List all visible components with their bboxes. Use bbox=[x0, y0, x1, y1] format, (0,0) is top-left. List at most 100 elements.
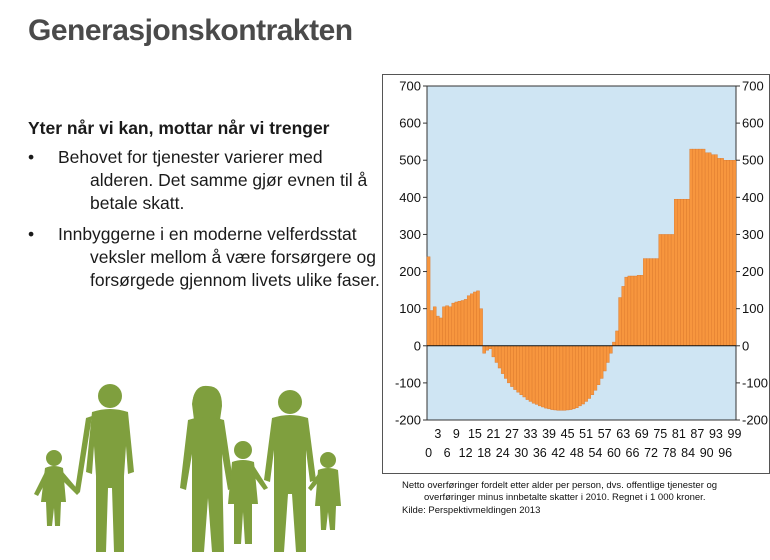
bar bbox=[541, 345, 545, 408]
y-tick-label-right: 700 bbox=[742, 79, 764, 94]
bar bbox=[429, 310, 434, 346]
x-tick-label: 63 bbox=[616, 427, 630, 441]
x-tick-label: 3 bbox=[434, 427, 441, 441]
x-tick-label: 81 bbox=[672, 427, 686, 441]
bar bbox=[448, 306, 452, 346]
bar bbox=[525, 345, 530, 400]
bar bbox=[643, 258, 647, 346]
y-tick-label-left: 200 bbox=[399, 264, 421, 279]
x-tick-label: 69 bbox=[635, 427, 649, 441]
bullet-item-2: • Innbyggerne i en moderne velferdsstat … bbox=[28, 223, 398, 292]
bar bbox=[562, 345, 567, 411]
bar bbox=[578, 345, 582, 407]
bar bbox=[646, 258, 650, 346]
bar bbox=[732, 160, 737, 346]
bar bbox=[451, 302, 456, 346]
bar bbox=[556, 345, 561, 411]
bar bbox=[473, 291, 477, 346]
y-tick-label-left: 300 bbox=[399, 227, 421, 242]
bar bbox=[664, 234, 669, 346]
x-tick-label: 96 bbox=[718, 446, 732, 460]
bar bbox=[670, 234, 675, 346]
bar bbox=[695, 148, 700, 346]
bar bbox=[476, 290, 480, 346]
bar bbox=[624, 276, 629, 346]
bar bbox=[445, 305, 449, 346]
bar bbox=[504, 345, 508, 379]
bullet-text: Behovet for tjenester varierer med bbox=[58, 147, 323, 167]
x-tick-label: 60 bbox=[607, 446, 621, 460]
x-tick-label: 24 bbox=[496, 446, 510, 460]
slide-subtitle: Yter når vi kan, mottar når vi trenger bbox=[28, 118, 330, 138]
y-tick-label-right: -200 bbox=[742, 413, 768, 428]
x-tick-label: 30 bbox=[514, 446, 528, 460]
bar bbox=[550, 345, 554, 410]
bar bbox=[432, 306, 437, 346]
y-tick-label-left: -100 bbox=[395, 375, 421, 390]
bar bbox=[661, 234, 666, 346]
bar bbox=[587, 345, 591, 399]
bar bbox=[689, 148, 693, 346]
bar bbox=[636, 275, 641, 346]
x-tick-label: 42 bbox=[551, 446, 565, 460]
x-tick-label: 39 bbox=[542, 427, 556, 441]
y-tick-label-right: 100 bbox=[742, 301, 764, 316]
bar bbox=[707, 152, 712, 346]
x-tick-label: 9 bbox=[453, 427, 460, 441]
bar bbox=[677, 198, 681, 346]
x-tick-label: 54 bbox=[588, 446, 602, 460]
bar bbox=[627, 275, 632, 346]
bar bbox=[584, 345, 588, 402]
bar bbox=[704, 152, 709, 346]
bar bbox=[463, 299, 468, 346]
x-tick-label: 87 bbox=[690, 427, 704, 441]
x-tick-label: 72 bbox=[644, 446, 658, 460]
bar bbox=[516, 345, 520, 393]
x-tick-label: 90 bbox=[700, 446, 714, 460]
x-tick-label: 21 bbox=[486, 427, 500, 441]
x-tick-label: 15 bbox=[468, 427, 482, 441]
bar bbox=[528, 345, 533, 402]
bar bbox=[729, 160, 734, 346]
y-tick-label-left: 700 bbox=[399, 79, 421, 94]
y-tick-label-right: 300 bbox=[742, 227, 764, 242]
x-tick-label: 33 bbox=[524, 427, 538, 441]
bar bbox=[698, 148, 703, 346]
bar bbox=[596, 345, 601, 385]
bar bbox=[590, 345, 595, 395]
bar bbox=[674, 198, 678, 346]
bar bbox=[519, 345, 523, 395]
bar bbox=[621, 286, 625, 346]
bar bbox=[720, 158, 724, 346]
bar bbox=[701, 148, 706, 346]
bar bbox=[534, 345, 539, 405]
x-tick-label: 6 bbox=[444, 446, 451, 460]
bar bbox=[485, 345, 489, 351]
bar bbox=[575, 345, 579, 408]
bar bbox=[538, 345, 542, 407]
bar bbox=[711, 154, 715, 346]
bar bbox=[482, 345, 486, 354]
net-transfers-chart: -200 -200 -100 -100 0 0 100 100 200 200 300 300 400 4… bbox=[382, 74, 770, 474]
y-tick-label-left: 600 bbox=[399, 116, 421, 131]
bar bbox=[547, 345, 551, 410]
x-tick-label: 75 bbox=[653, 427, 667, 441]
bar bbox=[658, 234, 663, 346]
bullet-text: betale skatt. bbox=[90, 193, 185, 213]
caption-line: overføringer minus innbetalte skatter i … bbox=[424, 492, 706, 503]
bar bbox=[442, 306, 446, 346]
x-tick-label: 18 bbox=[477, 446, 491, 460]
y-tick-label-right: 0 bbox=[742, 338, 749, 353]
bar bbox=[683, 198, 687, 346]
x-tick-label: 27 bbox=[505, 427, 519, 441]
y-tick-label-right: 200 bbox=[742, 264, 764, 279]
bar bbox=[531, 345, 536, 404]
bar bbox=[553, 345, 557, 411]
bullet-list: • Behovet for tjenester varierer med ald… bbox=[28, 146, 398, 300]
x-tick-label: 48 bbox=[570, 446, 584, 460]
slide-title: Generasjonskontrakten bbox=[28, 14, 353, 47]
bullet-text: alderen. Det samme gjør evnen til å bbox=[90, 170, 368, 190]
bar bbox=[497, 345, 502, 369]
x-tick-label: 84 bbox=[681, 446, 695, 460]
bar bbox=[466, 295, 471, 346]
